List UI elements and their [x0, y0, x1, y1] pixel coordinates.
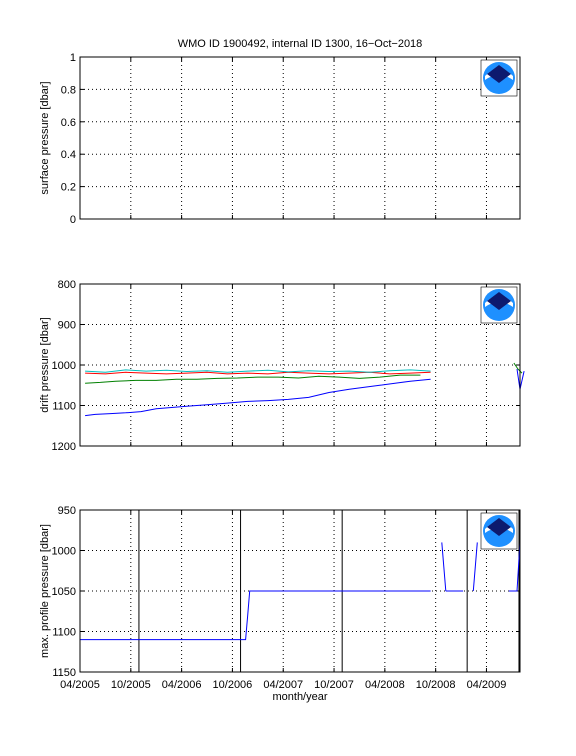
- y-tick-label: 950: [58, 505, 76, 517]
- y-tick-label: 1050: [52, 586, 76, 598]
- y-tick-label: 0.2: [61, 182, 76, 194]
- noaa-logo-icon: [480, 286, 518, 324]
- y-tick-label: 1200: [52, 441, 76, 453]
- series-line: [85, 371, 431, 375]
- axes-frame: [79, 283, 521, 447]
- x-axis-label: month/year: [272, 691, 327, 703]
- x-tick-label: 04/2009: [467, 679, 507, 691]
- logo-diamond: [487, 292, 511, 310]
- series-line: [441, 542, 447, 592]
- axes-frame: [79, 509, 521, 673]
- y-tick-label: 1100: [52, 627, 76, 639]
- y-tick-label: 1: [70, 52, 76, 64]
- y-tick-label: 900: [58, 320, 76, 332]
- y-axis-label: surface pressure [dbar]: [39, 81, 51, 194]
- y-axis-label: max. profile pressure [dbar]: [39, 524, 51, 658]
- x-tick-label: 10/2006: [213, 679, 253, 691]
- logo-diamond: [487, 65, 511, 83]
- y-axis-label: drift pressure [dbar]: [39, 317, 51, 412]
- y-tick-label: 0.6: [61, 117, 76, 129]
- y-tick-label: 1000: [52, 546, 76, 558]
- x-tick-label: 10/2007: [314, 679, 354, 691]
- y-tick-label: 0: [70, 214, 76, 226]
- y-tick-label: 0.4: [61, 149, 76, 161]
- series-line: [85, 378, 431, 417]
- panel-2: 800 900 1000 1100 1200 drift pressure [dbar]: [39, 279, 525, 453]
- noaa-logo-icon: [480, 512, 518, 550]
- y-tick-label: 1000: [52, 360, 76, 372]
- figure-title: WMO ID 1900492, internal ID 1300, 16−Oct…: [178, 38, 423, 50]
- axes-frame: [79, 56, 521, 220]
- y-tick-label: 1150: [52, 667, 76, 679]
- x-tick-label: 04/2008: [365, 679, 405, 691]
- y-tick-label: 1100: [52, 401, 76, 413]
- y-tick-label: 0.8: [61, 84, 76, 96]
- series-line: [508, 542, 521, 592]
- y-tick-label: 800: [58, 279, 76, 291]
- x-tick-label: 10/2005: [111, 679, 151, 691]
- x-tick-label: 04/2006: [162, 679, 202, 691]
- x-tick-label: 04/2005: [60, 679, 100, 691]
- series-line: [80, 590, 431, 641]
- noaa-logo-icon: [480, 59, 518, 97]
- x-tick-label: 10/2008: [416, 679, 456, 691]
- series-line: [472, 542, 478, 592]
- logo-diamond: [487, 518, 511, 536]
- series-line: [85, 374, 421, 384]
- panel-1: 1 0.8 0.6 0.4 0.2 0 surface pressure [dbar]: [39, 52, 521, 226]
- series-line: [513, 362, 523, 374]
- x-tick-label: 04/2007: [263, 679, 303, 691]
- series-line: [85, 369, 431, 373]
